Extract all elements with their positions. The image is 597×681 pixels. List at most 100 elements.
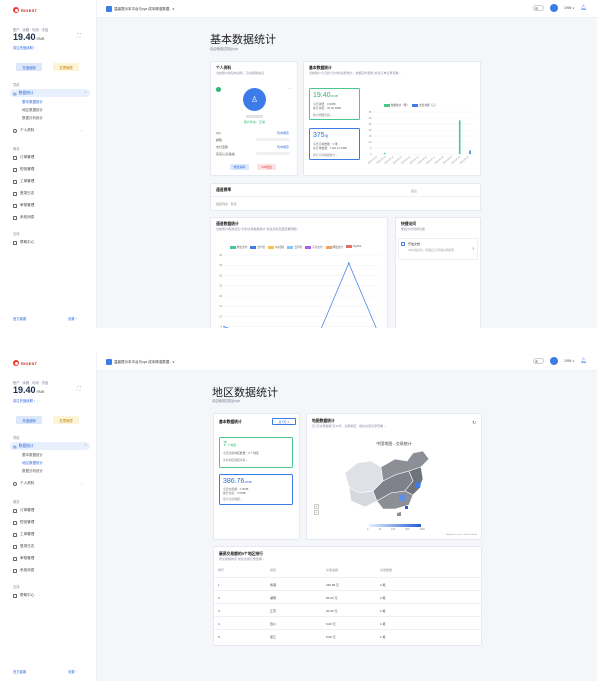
recharge-button[interactable]: 充值续期: [16, 416, 42, 424]
topbar-notice[interactable]: 温馨提示本平台与xyz 成本精准数据.. ∨: [114, 360, 175, 364]
sidebar-item-profile[interactable]: 个人资料 ›: [13, 128, 82, 133]
sidebar-item-statistics[interactable]: ▤ 数据统计 ⌃: [10, 442, 90, 450]
topbar-notice[interactable]: 温馨提示本平台与xyz 成本精准数据.. ∨: [114, 7, 175, 11]
bell-icon[interactable]: 🔔︎: [580, 358, 587, 364]
sidebar-sub-analysis[interactable]: 数据分析统计: [22, 116, 43, 120]
quick-item-docs[interactable]: 开发文档 API对接文档，查阅接口字段和示例说明 ›: [398, 238, 478, 260]
sidebar-item-help[interactable]: 帮助中心: [13, 593, 34, 598]
x-tick-label: 2023-05-17: [426, 156, 436, 165]
customer-service-link[interactable]: 官方客服: [13, 317, 27, 321]
row-divider: [214, 629, 482, 630]
sidebar-item-orders[interactable]: 订单管理: [13, 508, 34, 513]
theme-toggle[interactable]: [532, 5, 544, 11]
customer-service-link[interactable]: 官方客服: [13, 670, 27, 674]
zoom-in-button[interactable]: +: [314, 504, 319, 509]
more-icon[interactable]: ⋯: [288, 86, 292, 91]
x-tick-label: 2023-05-16: [418, 156, 428, 165]
card-subtitle[interactable]: 当前账户今日和7日内的消费统计，数据实时更新 前往订单记录查看 ›: [309, 71, 401, 75]
avatar[interactable]: [549, 4, 558, 12]
message-icon: [13, 520, 17, 525]
y-tick-label: 15: [219, 305, 222, 308]
sidebar-item-login-log[interactable]: 登录日志: [13, 544, 34, 549]
row-divider: [214, 603, 482, 604]
sidebar-item-sms[interactable]: 短信管理: [13, 167, 34, 172]
log-icon: [13, 191, 17, 196]
invoice-button[interactable]: 发票管理: [53, 63, 79, 71]
screenshot-divider: [0, 328, 597, 353]
vip-button[interactable]: VIP权益: [257, 164, 276, 170]
sidebar-item-review[interactable]: 审核管理: [13, 556, 34, 561]
sidebar-sub-analysis[interactable]: 数据分析统计: [22, 469, 43, 473]
recharge-link[interactable]: 前往充值续期 ›: [13, 46, 35, 50]
eye-toggle-icon[interactable]: ⛶: [77, 386, 81, 392]
sidebar-sub-basic[interactable]: 基本数据统计: [22, 100, 43, 104]
legend-item[interactable]: 京东支付: [305, 245, 323, 249]
field-qq-value[interactable]: 暂未绑定: [277, 131, 290, 135]
edit-profile-button[interactable]: 修改资料: [230, 164, 249, 170]
theme-toggle[interactable]: [532, 358, 544, 364]
legend-item[interactable]: PayPal: [345, 245, 361, 249]
sidebar-item-messages[interactable]: 系统消息: [13, 568, 34, 573]
bar[interactable]: [458, 120, 461, 154]
sidebar-item-help[interactable]: 帮助中心: [13, 240, 34, 245]
sidebar-item-statistics[interactable]: ▤ 数据统计 ⌃: [10, 89, 90, 97]
quick-item-title: 开发文档: [408, 242, 421, 246]
zoom-out-button[interactable]: −: [314, 510, 319, 515]
user-menu[interactable]: 1996 ∨: [563, 359, 575, 363]
sidebar-item-profile[interactable]: 个人资料 ›: [13, 481, 82, 486]
sidebar-item-messages[interactable]: 系统消息: [13, 215, 34, 220]
avatar[interactable]: [549, 357, 558, 365]
sidebar-item-tickets[interactable]: 工单管理: [13, 532, 34, 537]
y-tick-label: 20: [219, 295, 222, 298]
card-subtitle[interactable]: 按交易额排序 前往交易记录查看 ›: [219, 557, 264, 561]
table-cell: 1 笔: [380, 622, 386, 626]
field-alipay-value[interactable]: 暂未绑定: [277, 145, 290, 149]
sidebar-sub-region[interactable]: 地区数据统计: [22, 108, 43, 112]
recharge-link[interactable]: 前往充值续期 ›: [13, 399, 35, 403]
refresh-icon[interactable]: ↻: [472, 420, 476, 425]
brand[interactable]: RIGEST: [13, 6, 37, 14]
data-point[interactable]: [348, 262, 350, 264]
sidebar-sub-basic[interactable]: 基本数据统计: [22, 453, 43, 457]
account-label: 账户 · 余额 · 可用 · 冻结: [13, 381, 49, 385]
table-header-count: 交易数量: [380, 568, 393, 572]
x-tick-label: 2023-05-10: [368, 156, 378, 165]
region-count-value: 7个地区: [223, 441, 237, 448]
eye-toggle-icon[interactable]: ⛶: [77, 33, 81, 39]
menu-icon[interactable]: [106, 359, 112, 365]
brand[interactable]: RIGEST: [13, 359, 37, 367]
sidebar-item-review[interactable]: 审核管理: [13, 203, 34, 208]
legend-item[interactable]: 数据统计（笔）: [384, 103, 409, 107]
profile-avatar[interactable]: ♙: [243, 88, 266, 111]
legend-item[interactable]: 网银支付: [325, 245, 343, 249]
data-point[interactable]: [223, 325, 225, 328]
bar[interactable]: [383, 152, 386, 154]
recharge-button[interactable]: 充值续期: [16, 63, 42, 71]
legend-item[interactable]: 微信支付: [230, 245, 247, 249]
table-cell: 2: [218, 596, 220, 600]
legend-item[interactable]: 云闪付: [287, 245, 302, 249]
range-select[interactable]: 近7天 ∨: [272, 418, 296, 425]
invoice-button[interactable]: 发票管理: [53, 416, 79, 424]
profile-card: 个人资料 当前账户的基本资料，及余额等信息 ⋯: [210, 61, 298, 176]
legend-item[interactable]: QQ钱包: [268, 245, 284, 249]
menu-icon[interactable]: [106, 6, 112, 12]
settings-link[interactable]: 设置 ›: [68, 670, 77, 674]
sidebar-item-orders[interactable]: 订单管理: [13, 155, 34, 160]
settings-link[interactable]: 设置 ›: [68, 317, 77, 321]
card-subtitle[interactable]: 近7天交易数据 近30天 · 全部地区 · 前往交易记录查看 ›: [312, 424, 386, 428]
legend-item[interactable]: 支付宝: [250, 245, 265, 249]
sidebar-sub-region[interactable]: 地区数据统计: [22, 461, 43, 465]
bar[interactable]: [469, 150, 471, 154]
sidebar-item-sms[interactable]: 短信管理: [13, 520, 34, 525]
stat-link[interactable]: 交易地区数据查看 ›: [223, 458, 248, 462]
bell-icon[interactable]: 🔔︎: [580, 5, 587, 11]
user-menu[interactable]: 1996 ∨: [563, 6, 575, 10]
sidebar-item-login-log[interactable]: 登录日志: [13, 191, 34, 196]
stat-link[interactable]: 累计交易数据 ›: [223, 497, 242, 501]
stat-link[interactable]: 累计订单数据统计 ›: [313, 153, 338, 157]
legend-item[interactable]: 交易金额（元）: [412, 103, 437, 107]
stat-link[interactable]: 账户明细查看 ›: [313, 113, 332, 117]
sidebar-item-tickets[interactable]: 工单管理: [13, 179, 34, 184]
card-subtitle[interactable]: 当前账户各通道近7日的交易数据统计 前往通道页面查看明细 ›: [216, 227, 299, 231]
